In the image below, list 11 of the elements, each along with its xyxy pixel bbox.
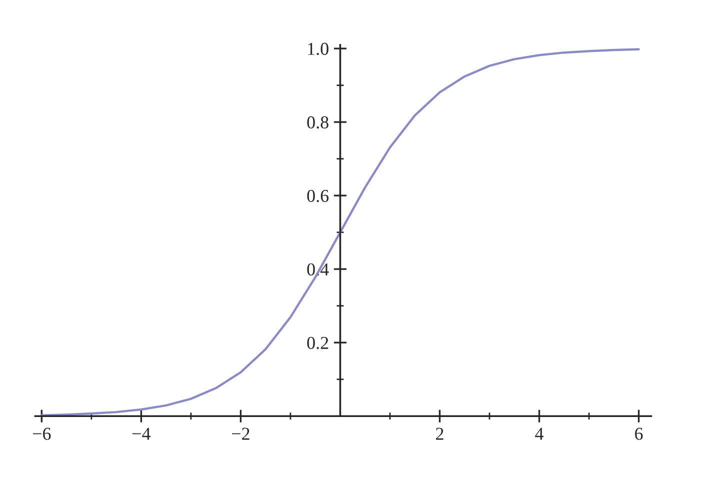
- y-tick-label: 0.4: [307, 263, 329, 276]
- x-tick-label: 6: [635, 428, 643, 440]
- y-tick-label: 0.6: [307, 190, 329, 202]
- y-tick-label: 0.2: [307, 336, 328, 350]
- y-tick-label: 0.8: [307, 116, 328, 129]
- x-tick-label: −6: [32, 428, 51, 440]
- x-tick-label: −4: [132, 428, 151, 440]
- y-tick-label: 1.0: [308, 42, 328, 56]
- x-tick-label: 4: [535, 428, 544, 440]
- x-tick-label: 2: [436, 428, 444, 440]
- x-tick-label: −2: [232, 428, 250, 440]
